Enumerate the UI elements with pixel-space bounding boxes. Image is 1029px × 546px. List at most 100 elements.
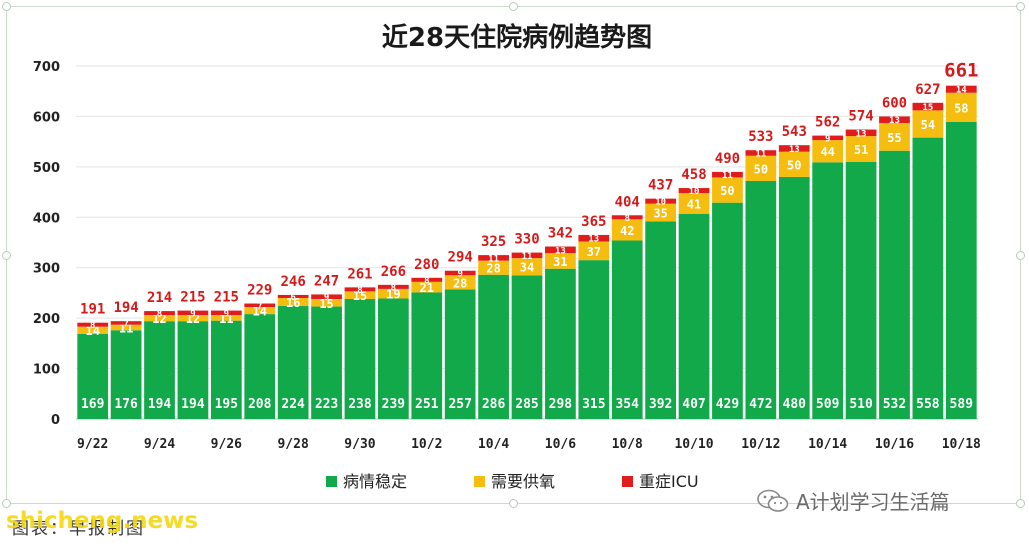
bar-segment-stable xyxy=(411,292,443,419)
data-label-icu: 11 xyxy=(488,254,499,264)
y-tick-label: 300 xyxy=(33,262,60,277)
bar-segment-icu xyxy=(110,321,142,325)
data-label-icu: 11 xyxy=(522,252,533,262)
x-tick-label: 10/10 xyxy=(674,437,713,452)
data-label-total: 661 xyxy=(944,60,978,82)
data-label-icu: 8 xyxy=(391,283,396,293)
data-label-stable: 194 xyxy=(181,397,205,412)
bar-segment-icu xyxy=(478,255,509,261)
data-label-total: 342 xyxy=(548,226,573,242)
bar-segment-icu xyxy=(812,135,844,141)
data-label-oxygen: 50 xyxy=(754,162,768,176)
bar-segment-stable xyxy=(879,150,910,419)
data-label-icu: 13 xyxy=(789,145,800,155)
data-label-oxygen: 54 xyxy=(921,118,935,132)
data-label-icu: 8 xyxy=(424,276,429,286)
bar-segment-stable xyxy=(712,202,743,419)
bar-segment-stable xyxy=(511,275,543,419)
resize-handle-top[interactable] xyxy=(509,2,518,11)
resize-handle-right[interactable] xyxy=(1016,251,1025,260)
data-label-icu: 9 xyxy=(324,293,329,303)
data-label-total: 294 xyxy=(448,250,473,266)
legend-swatch xyxy=(622,476,633,487)
bar-segment-oxygen xyxy=(478,260,509,275)
bar-segment-icu xyxy=(210,310,242,316)
resize-handle-top-left[interactable] xyxy=(2,2,11,11)
bar-segment-oxygen xyxy=(712,177,743,203)
bar-segment-stable xyxy=(912,137,944,419)
data-label-icu: 13 xyxy=(889,116,900,126)
data-label-oxygen: 11 xyxy=(119,321,133,335)
y-tick-label: 400 xyxy=(33,211,60,226)
bar-segment-oxygen xyxy=(745,155,777,181)
data-label-total: 574 xyxy=(848,109,873,125)
data-label-total: 246 xyxy=(280,274,305,290)
bar-segment-stable xyxy=(77,333,109,419)
bar-segment-stable xyxy=(277,306,309,419)
data-label-icu: 9 xyxy=(825,134,830,144)
resize-handle-bottom-right[interactable] xyxy=(1016,499,1025,508)
bar-segment-oxygen xyxy=(210,315,242,321)
bar-segment-stable xyxy=(378,298,409,419)
bar-segment-icu xyxy=(845,129,877,137)
resize-handle-left[interactable] xyxy=(2,251,11,260)
data-label-stable: 239 xyxy=(382,397,405,412)
bar-segment-stable xyxy=(611,240,643,419)
data-label-total: 229 xyxy=(247,283,272,299)
data-label-oxygen: 12 xyxy=(152,312,166,326)
data-label-stable: 285 xyxy=(515,397,538,412)
chart-title: 近28天住院病例趋势图 xyxy=(382,22,652,53)
data-label-stable: 257 xyxy=(448,397,471,412)
resize-handle-bottom-left[interactable] xyxy=(2,499,11,508)
data-label-total: 562 xyxy=(815,115,840,131)
bar-segment-oxygen xyxy=(645,203,676,222)
y-tick-label: 100 xyxy=(33,363,60,378)
bar-segment-oxygen xyxy=(778,151,810,177)
data-label-stable: 169 xyxy=(81,397,104,412)
data-label-total: 214 xyxy=(147,290,172,306)
data-label-icu: 7 xyxy=(123,319,128,329)
bar-segment-icu xyxy=(712,171,743,178)
data-label-total: 266 xyxy=(381,264,406,280)
bar-segment-oxygen xyxy=(511,258,543,276)
data-label-total: 330 xyxy=(514,232,539,248)
chart-caption: 图表：早报制图 xyxy=(12,519,145,539)
data-label-icu: 9 xyxy=(224,309,229,319)
data-label-oxygen: 15 xyxy=(353,289,367,303)
data-label-total: 543 xyxy=(782,124,807,140)
data-label-stable: 354 xyxy=(615,397,639,412)
bar-segment-icu xyxy=(511,252,543,259)
data-label-total: 261 xyxy=(347,266,372,282)
data-label-oxygen: 44 xyxy=(820,145,834,159)
data-label-stable: 224 xyxy=(281,397,305,412)
y-tick-label: 700 xyxy=(33,60,60,75)
data-label-stable: 194 xyxy=(148,397,172,412)
bar-segment-stable xyxy=(311,306,342,419)
bar-segment-stable xyxy=(645,221,676,419)
data-label-stable: 392 xyxy=(649,397,672,412)
y-tick-label: 600 xyxy=(33,110,60,125)
data-label-stable: 208 xyxy=(248,397,272,412)
resize-handle-top-right[interactable] xyxy=(1016,2,1025,11)
bar-segment-oxygen xyxy=(144,315,175,322)
bar-segment-icu xyxy=(311,294,342,299)
data-label-oxygen: 15 xyxy=(319,297,333,311)
x-tick-label: 9/28 xyxy=(277,437,308,452)
bar-segment-stable xyxy=(745,180,777,419)
data-label-stable: 480 xyxy=(783,397,807,412)
data-label-icu: 8 xyxy=(357,286,362,296)
bar-segment-icu xyxy=(545,246,576,254)
resize-handle-bottom[interactable] xyxy=(509,499,518,508)
bar-segment-icu xyxy=(745,150,777,156)
data-label-total: 215 xyxy=(214,290,239,306)
x-tick-label: 10/14 xyxy=(808,437,847,452)
data-label-stable: 251 xyxy=(415,397,439,412)
bar-segment-icu xyxy=(444,270,476,276)
data-label-oxygen: 51 xyxy=(854,143,868,157)
data-label-stable: 429 xyxy=(716,397,739,412)
source-watermark: shicheng.news xyxy=(6,508,199,534)
data-label-icu: 7 xyxy=(257,302,262,312)
legend-swatch xyxy=(326,476,337,487)
bar-segment-stable xyxy=(545,268,576,419)
bar-segment-oxygen xyxy=(177,315,209,322)
